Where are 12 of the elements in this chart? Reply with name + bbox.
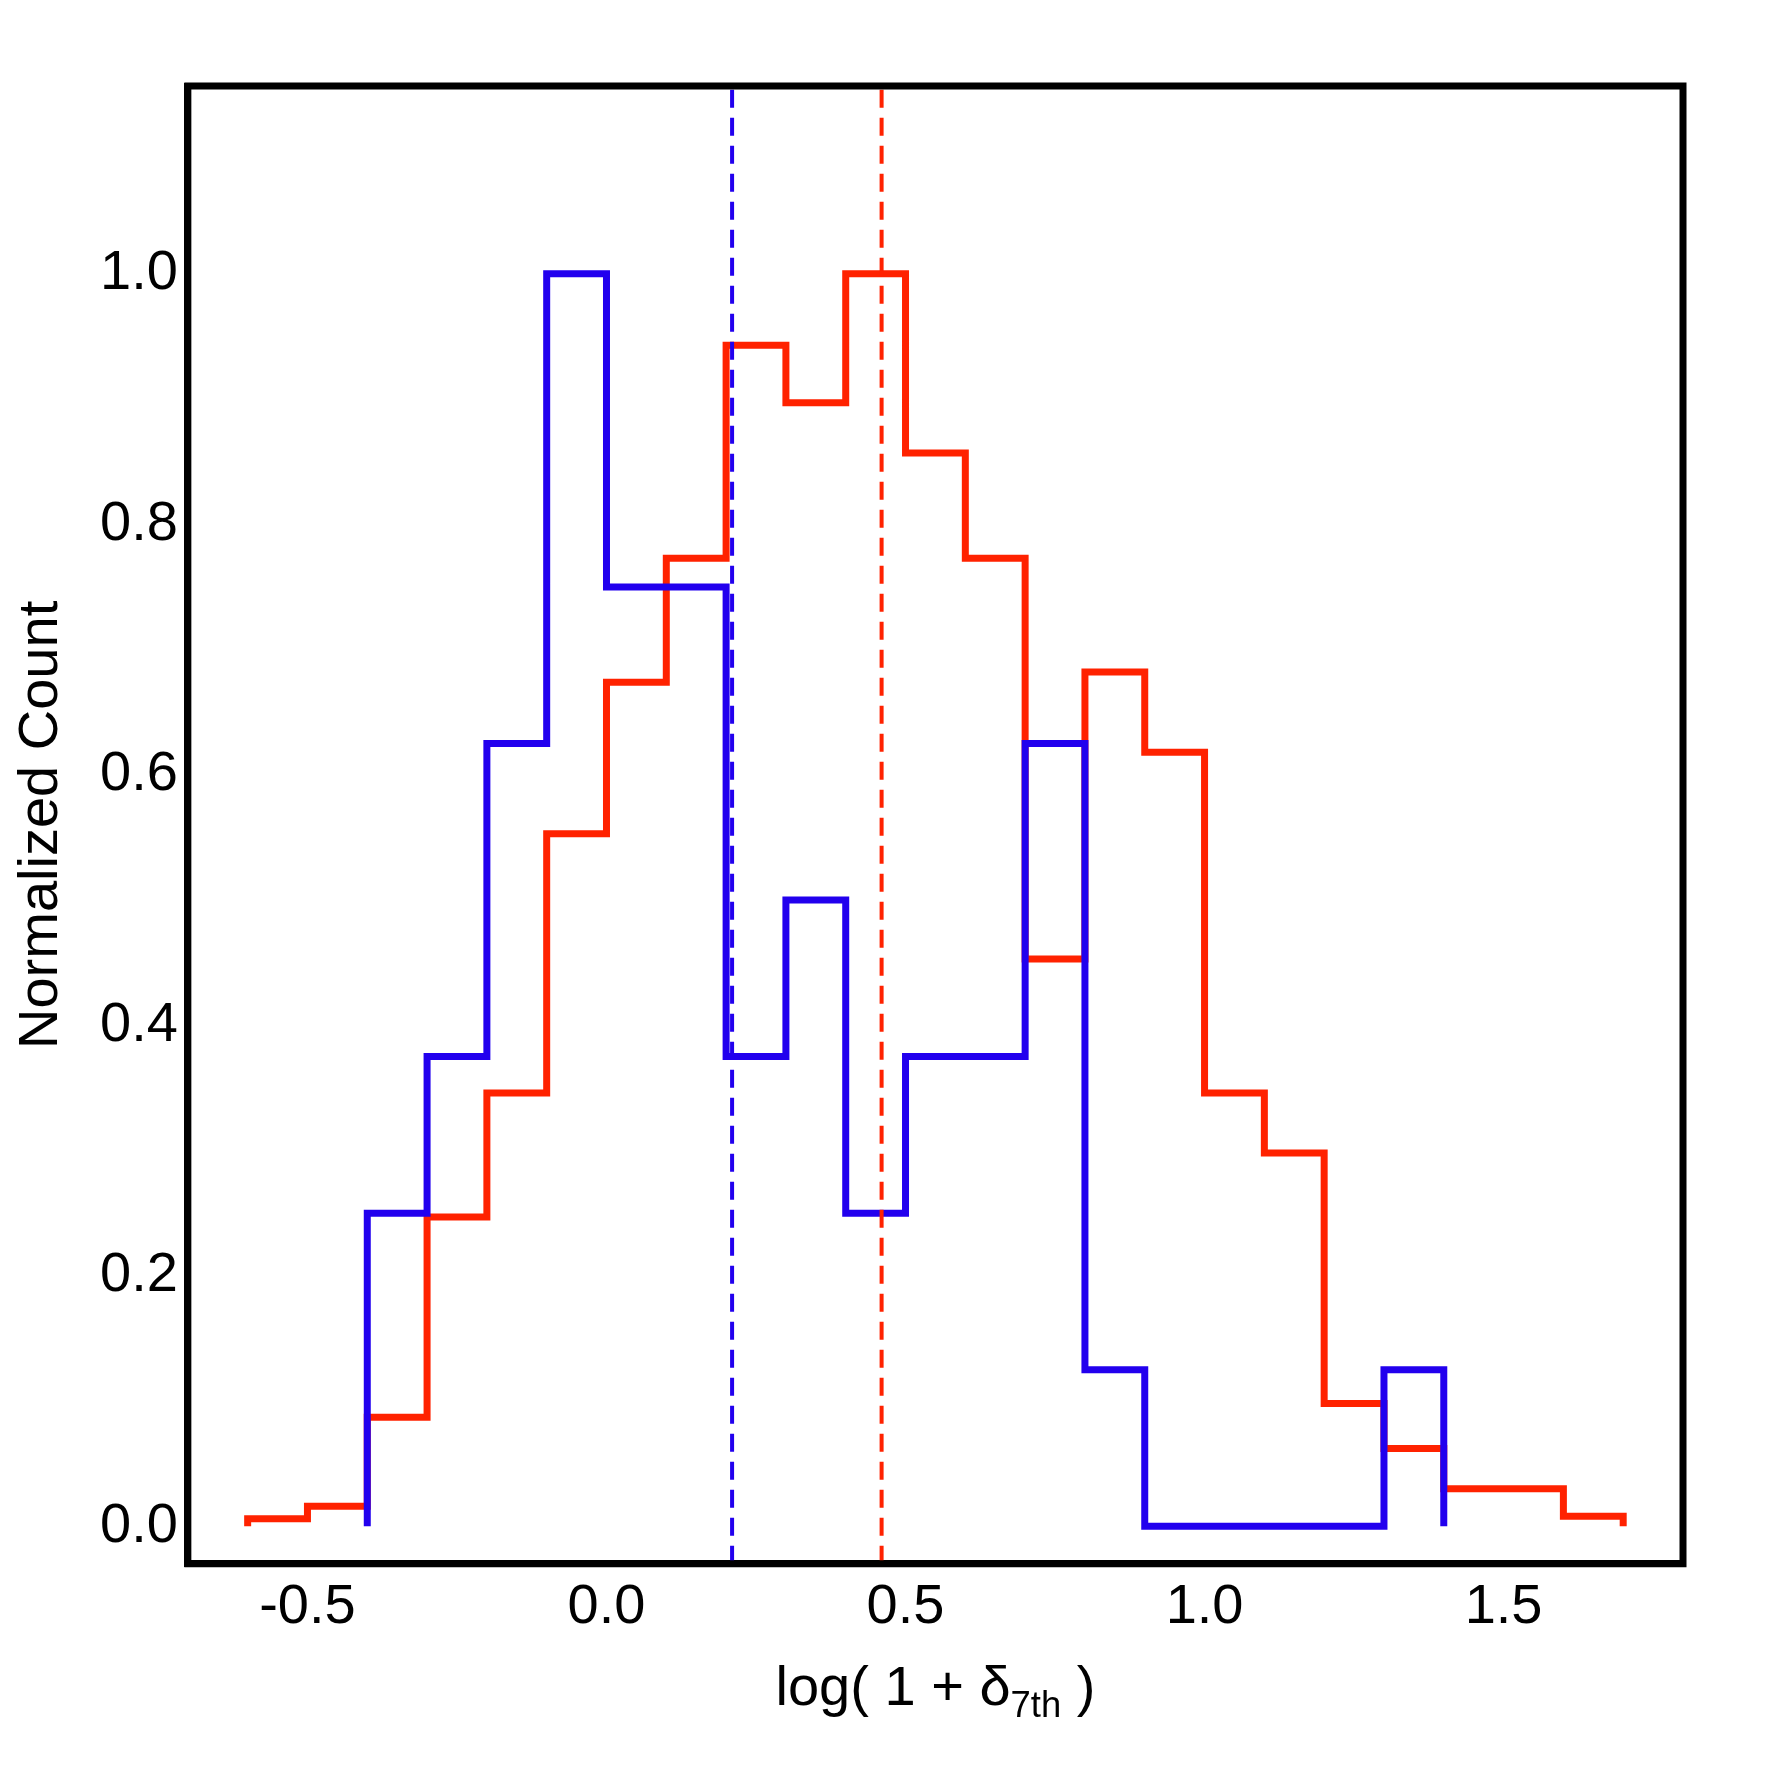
y-tick-label: 1.0 xyxy=(99,238,178,302)
y-axis-title: Normalized Count xyxy=(6,600,70,1049)
x-tick-label: 1.0 xyxy=(1165,1571,1244,1635)
x-tick-label: 1.5 xyxy=(1464,1571,1543,1635)
y-tick-label: 0.0 xyxy=(99,1490,178,1554)
y-tick-label: 0.2 xyxy=(99,1240,178,1304)
y-tick-label: 0.6 xyxy=(99,739,178,803)
y-tick-label: 0.4 xyxy=(99,989,178,1053)
y-tick-label: 0.8 xyxy=(99,488,178,552)
x-tick-label: 0.0 xyxy=(567,1571,646,1635)
x-tick-label: -0.5 xyxy=(259,1571,356,1635)
x-tick-label: 0.5 xyxy=(866,1571,945,1635)
